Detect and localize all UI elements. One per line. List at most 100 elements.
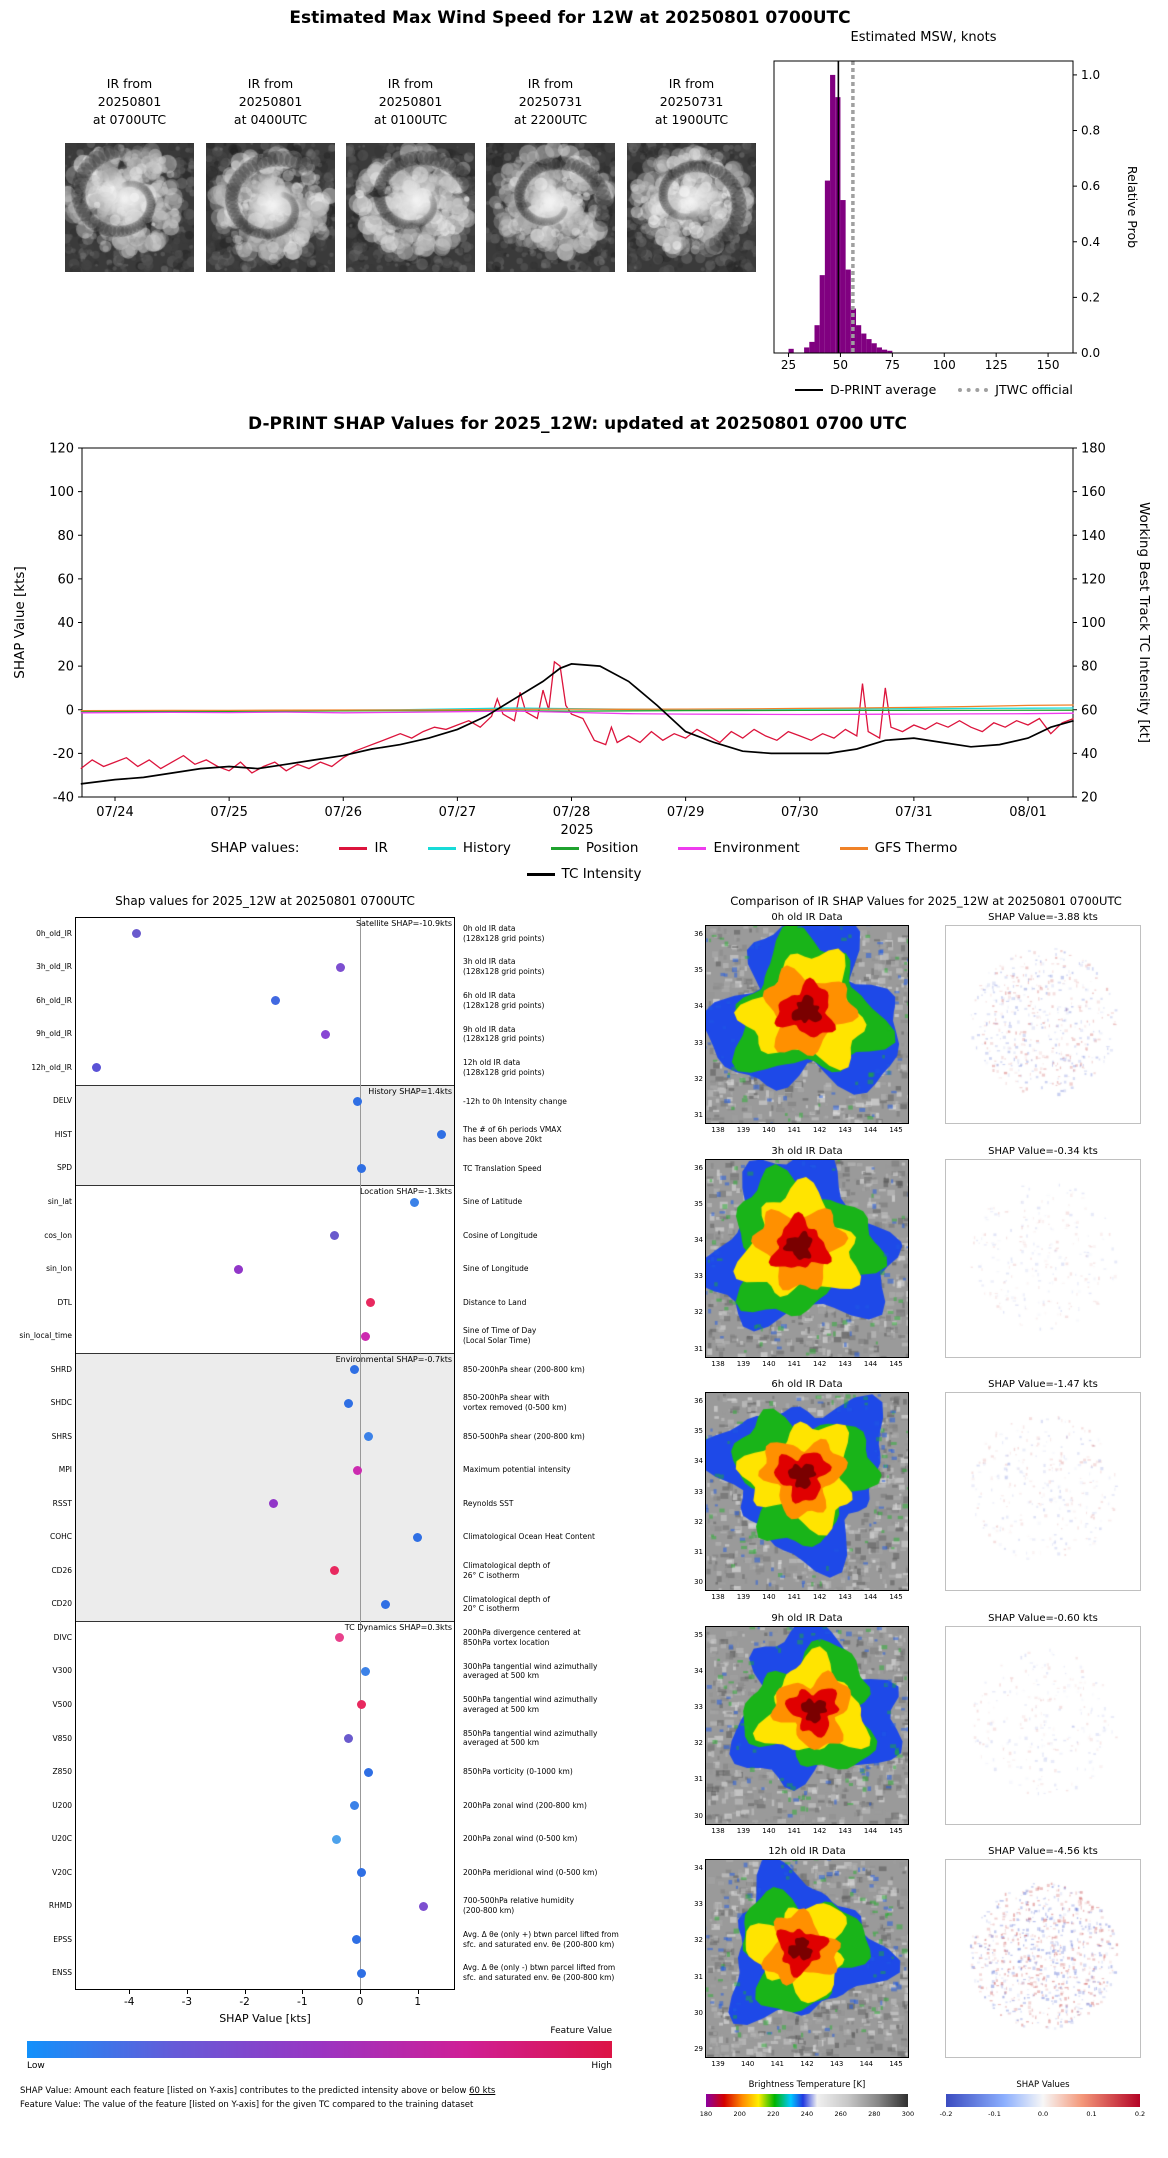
svg-text:180: 180 (1081, 442, 1106, 457)
bt-colorbar-tick: 260 (834, 2110, 847, 2118)
lat-tick-label: 32 (694, 1517, 703, 1526)
ir-thumbnail: IR from 20250731 at 1900UTC (627, 75, 756, 272)
feature-name: CD26 (51, 1565, 72, 1575)
lon-tick-label: 143 (838, 1826, 852, 1835)
lon-tick-label: 144 (863, 1359, 878, 1368)
shap-features-title: Shap values for 2025_12W at 20250801 070… (115, 894, 415, 908)
shap-x-tickmark (129, 1990, 131, 1994)
section-label: History SHAP=1.4kts (368, 1086, 452, 1096)
svg-text:20: 20 (57, 660, 74, 675)
ir-thumbnail: IR from 20250731 at 2200UTC (486, 75, 615, 272)
timeseries-legend-row2: TC Intensity (0, 866, 1168, 882)
svg-text:08/01: 08/01 (1009, 805, 1046, 820)
feature-name: V20C (52, 1867, 72, 1877)
timeseries-xlabel: 2025 (560, 823, 593, 836)
shap-value-image (945, 1859, 1141, 2058)
lon-tick-label: 145 (889, 1359, 903, 1368)
shap-colorbar-tick: 0.0 (1037, 2110, 1049, 2118)
colorbar-high-label: High (591, 2061, 612, 2071)
lat-tick-label: 31 (694, 1972, 703, 1981)
feature-shap-dot (381, 1599, 391, 1609)
lon-tick-label: 138 (711, 1826, 725, 1835)
svg-text:0.6: 0.6 (1081, 179, 1100, 193)
shap-features-axes-box (75, 917, 455, 1990)
lat-tick-label: 33 (694, 1038, 703, 1047)
feature-name: SPD (56, 1163, 72, 1173)
ir-thumbnail-label: IR from 20250801 at 0100UTC (373, 76, 448, 127)
svg-text:07/24: 07/24 (96, 805, 133, 820)
feature-description: Climatological Ocean Heat Content (463, 1532, 595, 1542)
feature-name: CD20 (51, 1599, 72, 1609)
section-label: TC Dynamics SHAP=0.3kts (344, 1623, 452, 1633)
feature-value-colorbar (27, 2041, 612, 2058)
feature-description: 200hPa divergence centered at 850hPa vor… (463, 1628, 581, 1647)
feature-description: 300hPa tangential wind azimuthally avera… (463, 1661, 598, 1681)
feature-name: 6h_old_IR (36, 995, 72, 1005)
svg-text:1.0: 1.0 (1081, 68, 1100, 82)
feature-shap-dot (361, 1666, 371, 1676)
feature-description: 850-500hPa shear (200-800 km) (463, 1431, 585, 1441)
svg-text:40: 40 (1081, 747, 1098, 762)
feature-name: 0h_old_IR (36, 928, 72, 938)
shap-colorbar-tick: -0.2 (939, 2110, 953, 2118)
feature-name: DTL (57, 1297, 72, 1307)
feature-description: Avg. Δ θe (only +) btwn parcel lifted fr… (463, 1929, 619, 1949)
svg-text:100: 100 (49, 485, 74, 500)
feature-shap-dot (234, 1264, 244, 1274)
lon-tick-label: 142 (813, 1826, 827, 1835)
feature-value-colorbar-title: Feature Value (550, 2026, 612, 2036)
legend-label: GFS Thermo (874, 840, 958, 856)
feature-shap-dot (335, 962, 345, 972)
lon-tick-label: 139 (711, 2060, 725, 2068)
feature-shap-dot (356, 1700, 366, 1710)
feature-description: The # of 6h periods VMAX has been above … (463, 1125, 562, 1144)
feature-shap-dot (437, 1130, 447, 1140)
series-ir (80, 660, 1074, 774)
lon-tick-label: 140 (762, 1359, 776, 1368)
lon-tick-label: 143 (838, 1593, 852, 1601)
feature-name: SHRS (51, 1431, 72, 1441)
shap-value-image (945, 1392, 1141, 1591)
lat-tick-label: 33 (694, 1900, 703, 1909)
feature-shap-dot (356, 1968, 366, 1978)
feature-name: SHDC (50, 1398, 72, 1408)
shap-x-ticklabel: -2 (239, 1996, 250, 2008)
ir-thumbnail-label: IR from 20250801 at 0700UTC (92, 76, 167, 127)
feature-name: sin_lon (46, 1264, 72, 1274)
timeseries-ylabel-right: Working Best Track TC Intensity [kt] (1136, 502, 1152, 743)
shap-x-tickmark (417, 1990, 419, 1994)
lat-tick-label: 32 (694, 1074, 703, 1083)
svg-text:80: 80 (57, 529, 74, 544)
section-label: Satellite SHAP=-10.9kts (355, 919, 452, 928)
lon-tick-label: 141 (787, 1126, 801, 1134)
feature-shap-dot (352, 1935, 362, 1945)
lat-tick-label: 36 (694, 930, 703, 938)
shap-x-ticklabel: -4 (123, 1996, 135, 2008)
lat-tick-label: 31 (694, 1344, 703, 1353)
feature-name: DELV (53, 1096, 72, 1106)
lat-tick-label: 36 (694, 1163, 703, 1172)
lon-tick-label: 145 (889, 1826, 903, 1835)
svg-text:0.2: 0.2 (1081, 290, 1100, 304)
svg-text:125: 125 (985, 358, 1008, 372)
feature-name: V850 (52, 1733, 72, 1743)
lon-tick-label: 143 (838, 1126, 852, 1134)
ir-data-title: 0h old IR Data (771, 912, 843, 923)
shap-x-ticklabel: -1 (297, 1996, 308, 2008)
feature-description: Reynolds SST (463, 1498, 514, 1508)
timeseries-ylabel-left: SHAP Value [kts] (12, 566, 28, 678)
histogram-axes-box (773, 60, 1074, 354)
feature-name: U200 (52, 1800, 72, 1810)
lat-tick-label: 34 (694, 1666, 703, 1675)
timeseries-left-ticks: -40 -20 0 20 40 60 80 100 120 (49, 442, 82, 806)
feature-description: Sine of Longitude (463, 1264, 529, 1274)
legend-item-position: Position (550, 840, 638, 856)
feature-name: MPI (58, 1465, 72, 1475)
lat-tick-label: 34 (694, 1457, 703, 1466)
feature-shap-dot (361, 1331, 371, 1341)
svg-text:120: 120 (49, 442, 74, 457)
legend-label: Environment (713, 840, 800, 856)
lon-tick-label: 141 (770, 2060, 785, 2068)
lat-tick-label: 32 (694, 1739, 703, 1748)
bt-colorbar-tick: 240 (800, 2110, 814, 2118)
